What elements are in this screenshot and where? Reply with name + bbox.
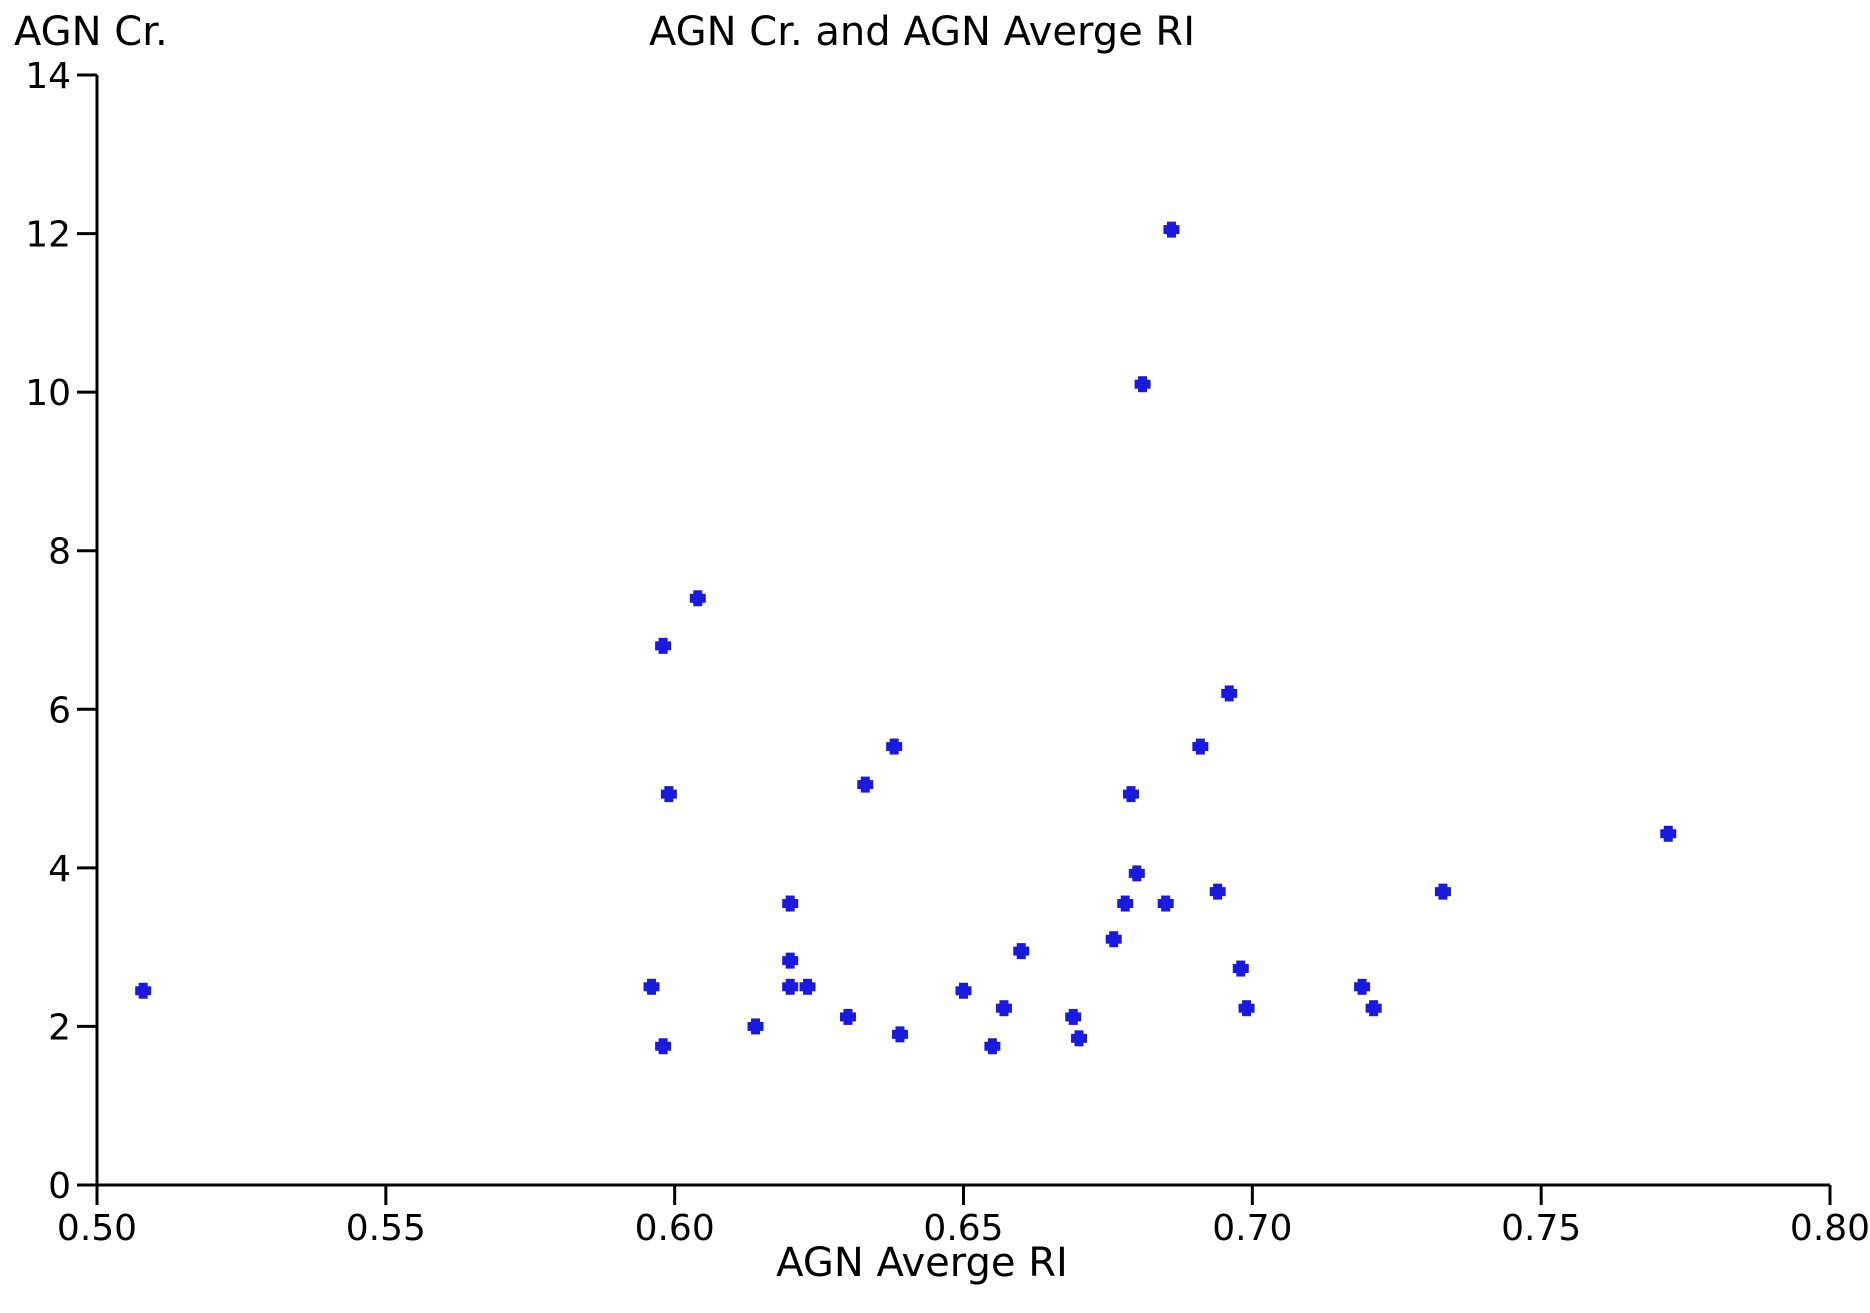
- data-point: [1123, 786, 1140, 803]
- data-point: [799, 978, 816, 995]
- data-point: [891, 1026, 908, 1043]
- data-point: [655, 1038, 672, 1055]
- data-point: [995, 1000, 1012, 1017]
- data-points: [135, 221, 1677, 1055]
- data-point: [1117, 895, 1134, 912]
- y-tick-label: 6: [48, 690, 71, 731]
- x-tick-label: 0.55: [346, 1208, 426, 1249]
- x-tick-label: 0.50: [57, 1208, 137, 1249]
- y-tick-label: 10: [25, 373, 71, 414]
- data-point: [1232, 960, 1249, 977]
- x-tick-label: 0.70: [1212, 1208, 1292, 1249]
- x-axis-label: AGN Averge RI: [776, 1240, 1068, 1286]
- data-point: [1157, 895, 1174, 912]
- data-point: [1354, 978, 1371, 995]
- data-point: [1065, 1008, 1082, 1025]
- x-tick-label: 0.75: [1501, 1208, 1581, 1249]
- y-tick-label: 14: [25, 56, 71, 97]
- data-point: [782, 978, 799, 995]
- data-point: [747, 1018, 764, 1035]
- data-point: [135, 982, 152, 999]
- data-point: [1128, 865, 1145, 882]
- axes: 0 2 4 6 8 10 12 14 0.50 0.55 0.60 0.65 0.70 0.75 0.80: [25, 56, 1870, 1249]
- data-point: [1013, 943, 1030, 960]
- y-tick-label: 2: [48, 1007, 71, 1048]
- data-point: [1071, 1030, 1088, 1047]
- data-point: [857, 776, 874, 793]
- x-tick-label: 0.60: [635, 1208, 715, 1249]
- data-point: [1192, 738, 1209, 755]
- x-tick-label: 0.80: [1790, 1208, 1870, 1249]
- data-point: [782, 952, 799, 969]
- data-point: [1163, 221, 1180, 238]
- data-point: [1209, 883, 1226, 900]
- y-axis-label: AGN Cr.: [14, 9, 168, 55]
- data-point: [955, 982, 972, 999]
- chart-title: AGN Cr. and AGN Averge RI: [649, 9, 1195, 55]
- data-point: [839, 1008, 856, 1025]
- x-tick-label: 0.65: [923, 1208, 1003, 1249]
- data-point: [689, 590, 706, 607]
- data-point: [1221, 685, 1238, 702]
- data-point: [1238, 1000, 1255, 1017]
- data-point: [1660, 825, 1677, 842]
- data-point: [655, 637, 672, 654]
- data-point: [984, 1038, 1001, 1055]
- data-point: [1105, 931, 1122, 948]
- y-tick-label: 8: [48, 532, 71, 573]
- data-point: [782, 895, 799, 912]
- y-tick-label: 12: [25, 215, 71, 256]
- data-point: [643, 978, 660, 995]
- y-tick-label: 0: [48, 1166, 71, 1207]
- y-tick-label: 4: [48, 849, 71, 890]
- data-point: [886, 738, 903, 755]
- data-point: [660, 786, 677, 803]
- data-point: [1134, 376, 1151, 393]
- data-point: [1365, 1000, 1382, 1017]
- data-point: [1434, 883, 1451, 900]
